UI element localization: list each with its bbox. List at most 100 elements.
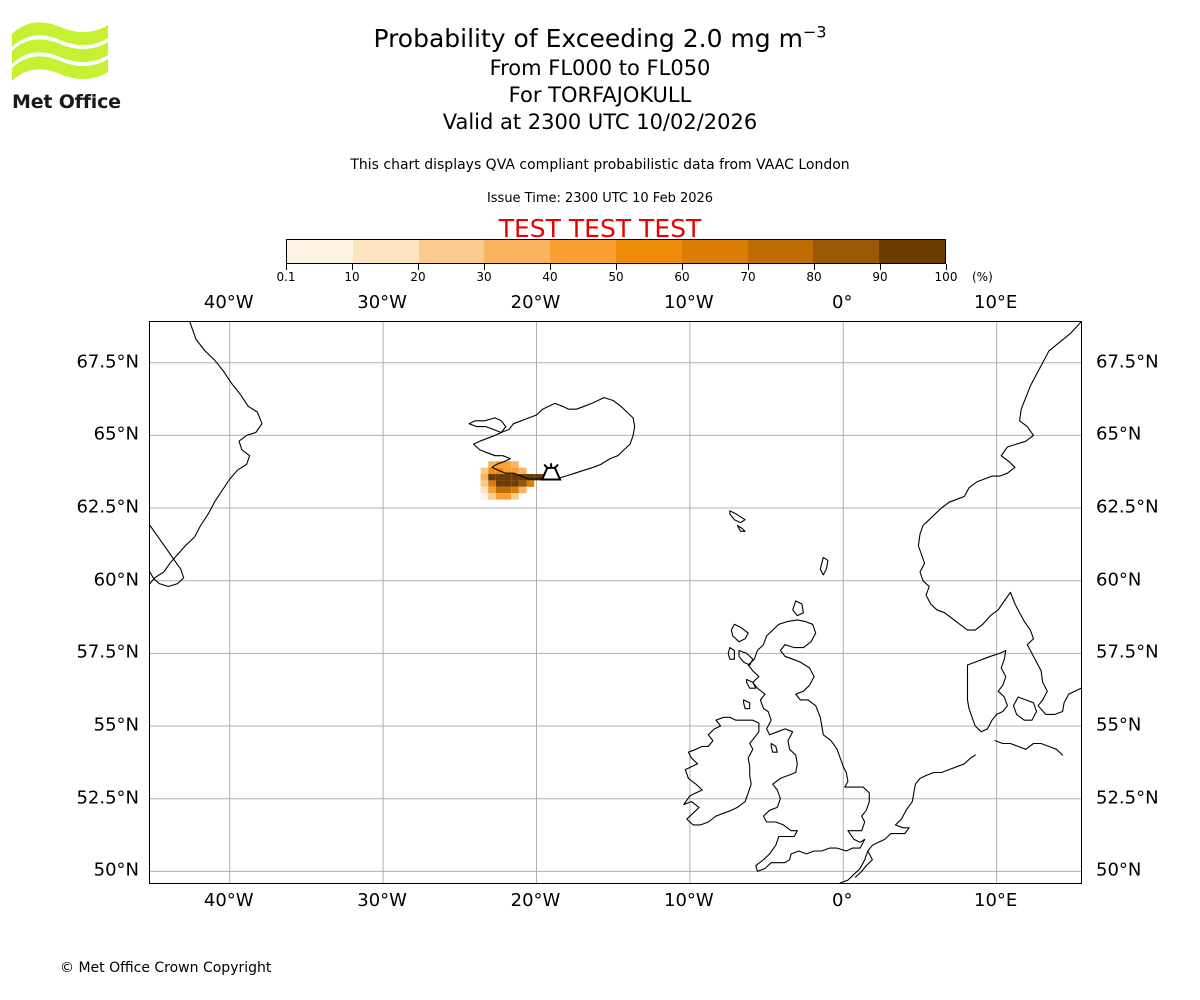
longitude-axis-bottom: 40°W 30°W 20°W 10°W 0° 10°E — [149, 890, 1082, 912]
ash-cell — [495, 493, 504, 500]
colorbar-tick-label-100: 100 — [934, 270, 958, 284]
colorbar-tick-label-50: 50 — [608, 270, 624, 284]
lon-label-40W-bottom: 40°W — [203, 890, 254, 911]
lat-label-675N-left: 67.5°N — [76, 351, 139, 373]
coastline-norway-sweden — [917, 322, 1081, 715]
coastline-ireland — [683, 716, 760, 826]
map-gridlines — [150, 322, 1081, 883]
ash-cell — [503, 480, 512, 487]
probability-colorbar — [286, 239, 946, 264]
lat-label-625N-right: 62.5°N — [1096, 496, 1159, 518]
title-line1-text: Probability of Exceeding 2.0 mg m — [373, 24, 803, 53]
colorbar-segment-8 — [813, 240, 880, 263]
coastline-iceland — [468, 397, 636, 480]
lon-label-10E-bottom: 10°E — [974, 890, 1018, 911]
coastline-shetland — [819, 556, 829, 576]
colorbar-ticks — [286, 264, 947, 272]
colorbar-segment-3 — [484, 240, 551, 263]
coastline-germany-baltic — [994, 740, 1064, 756]
ash-cell — [518, 486, 527, 494]
volcano-eruption-plume-2 — [553, 464, 559, 469]
latitude-axis-left: 67.5°N 65°N 62.5°N 60°N 57.5°N 55°N 52.5°N 50°N — [45, 321, 145, 884]
ash-cell — [480, 493, 489, 500]
colorbar-segment-9 — [879, 240, 945, 263]
colorbar-tick-30 — [484, 264, 485, 270]
title-volcano-name: For TORFAJOKULL — [508, 83, 692, 107]
colorbar-segment-0 — [287, 240, 353, 263]
met-office-waves-logo — [12, 22, 108, 81]
coastline-greenland-sw — [150, 524, 185, 588]
title-flight-levels: From FL000 to FL050 — [489, 56, 711, 80]
colorbar-segment-7 — [747, 240, 814, 263]
coastline-greenland-east — [150, 322, 263, 585]
ash-cell — [488, 474, 496, 481]
colorbar-unit-label: (%) — [972, 270, 993, 284]
title-exponent: −3 — [802, 22, 827, 42]
lat-label-55N-right: 55°N — [1096, 714, 1142, 736]
lon-label-20W-top: 20°W — [510, 292, 561, 313]
title-valid-time: Valid at 2300 UTC 10/02/2026 — [442, 110, 758, 134]
lon-label-10W-top: 10°W — [664, 292, 714, 313]
ash-cell — [511, 480, 519, 487]
lon-label-0-bottom: 0° — [832, 890, 853, 911]
colorbar-tick-10 — [352, 264, 353, 270]
chart-title-block: Probability of Exceeding 2.0 mg m−3 From… — [130, 22, 1070, 136]
coastline-uk-mainland — [747, 619, 870, 872]
lon-label-20W-bottom: 20°W — [510, 890, 561, 911]
lat-label-675N-right: 67.5°N — [1096, 351, 1159, 373]
ash-cell — [503, 461, 512, 468]
met-office-logo: Met Office — [10, 18, 130, 118]
coastline-skye — [738, 649, 754, 666]
map-plot-area[interactable] — [149, 321, 1082, 884]
coastline-faroe-2 — [736, 524, 746, 532]
ash-cell — [526, 474, 535, 481]
ash-cell — [503, 467, 512, 475]
ash-cell — [503, 474, 512, 481]
issue-time-label: Issue Time: 2300 UTC 10 Feb 2026 — [486, 191, 714, 206]
colorbar-tick-80 — [814, 264, 815, 270]
copyright-notice: © Met Office Crown Copyright — [60, 960, 272, 976]
colorbar-tick-label-80: 80 — [806, 270, 822, 284]
lat-label-625N-left: 62.5°N — [76, 496, 139, 518]
map-canvas — [150, 322, 1081, 883]
colorbar-segment-6 — [681, 240, 748, 263]
colorbar-tick-40 — [550, 264, 551, 270]
ash-cell — [495, 480, 504, 487]
lat-label-50N-right: 50°N — [1096, 859, 1142, 881]
met-office-wordmark: Met Office — [12, 91, 121, 113]
colorbar-tick-0.1 — [286, 264, 287, 270]
volcano-cone-icon — [540, 466, 562, 481]
ash-cell — [503, 493, 512, 500]
qva-compliance-note: This chart displays QVA compliant probab… — [350, 157, 850, 173]
ash-cell — [511, 461, 519, 468]
lat-label-55N-left: 55°N — [93, 714, 139, 736]
longitude-axis-top: 40°W 30°W 20°W 10°W 0° 10°E — [149, 292, 1082, 314]
colorbar-tick-90 — [880, 264, 881, 270]
lat-label-65N-left: 65°N — [93, 423, 139, 445]
lon-label-10E-top: 10°E — [974, 292, 1018, 313]
lat-label-65N-right: 65°N — [1096, 423, 1142, 445]
colorbar-tick-label-20: 20 — [410, 270, 426, 284]
lon-label-10W-bottom: 10°W — [664, 890, 714, 911]
coastline-islay — [743, 699, 751, 710]
ash-cell — [495, 474, 504, 481]
colorbar-tick-label-40: 40 — [542, 270, 558, 284]
lat-label-575N-left: 57.5°N — [76, 641, 139, 663]
ash-cell — [518, 480, 527, 487]
ash-cell — [526, 480, 535, 487]
ash-cell — [488, 480, 496, 487]
ash-cell — [518, 467, 527, 475]
volcano-marker — [540, 462, 562, 481]
lat-label-60N-left: 60°N — [93, 569, 139, 591]
page-title: Probability of Exceeding 2.0 mg m−3 — [130, 22, 1070, 55]
volcano-eruption-plume-0 — [543, 464, 549, 469]
ash-cell — [488, 493, 496, 500]
coastline-belgium-france-coast — [854, 850, 873, 878]
colorbar-segment-4 — [550, 240, 616, 263]
lat-label-525N-right: 52.5°N — [1096, 787, 1159, 809]
coastline-faroe-1 — [729, 510, 746, 524]
coastline-denmark-zealand — [1012, 696, 1038, 721]
lat-label-60N-right: 60°N — [1096, 569, 1142, 591]
colorbar-tick-label-0.1: 0.1 — [276, 270, 296, 284]
ash-cell — [480, 474, 489, 481]
